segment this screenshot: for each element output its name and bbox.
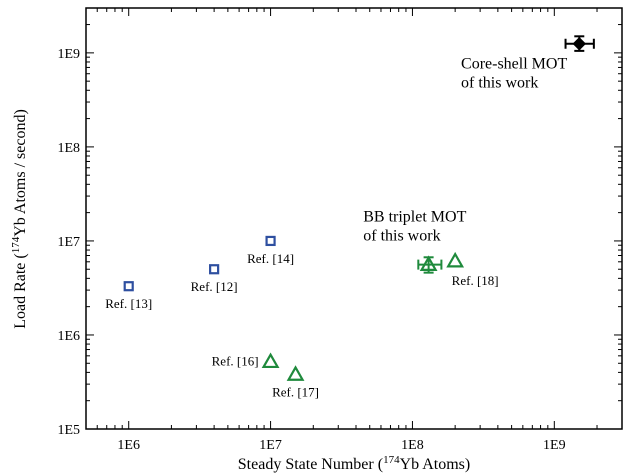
- annotation: BB triplet MOT of this work: [363, 209, 466, 245]
- x-tick-label: 1E8: [401, 438, 424, 453]
- tick-labels: 1E6 1E7 1E8 1E9 1E5 1E6 1E7 1E8 1E9: [57, 47, 565, 453]
- triangle-marker: [261, 352, 280, 369]
- annotation-line: BB triplet MOT: [363, 209, 466, 226]
- x-tick-label: 1E7: [259, 438, 282, 453]
- y-tick-label: 1E9: [57, 47, 80, 62]
- point-label: Ref. [14]: [247, 251, 294, 266]
- annotation-line: of this work: [461, 75, 538, 92]
- annotation-line: of this work: [363, 228, 440, 245]
- y-tick-label: 1E5: [57, 423, 80, 438]
- square-marker: [123, 281, 134, 292]
- y-tick-label: 1E8: [57, 141, 80, 156]
- square-marker: [265, 235, 276, 247]
- y-tick-label: 1E6: [57, 329, 80, 344]
- annotation-line: Core-shell MOT: [461, 56, 567, 73]
- triangle-marker: [286, 365, 305, 381]
- x-tick-label: 1E6: [117, 438, 140, 453]
- triangle-marker: [446, 251, 465, 268]
- y-axis-label: Load Rate (174Yb Atoms / second): [10, 109, 29, 329]
- point-label: Ref. [16]: [212, 354, 259, 369]
- x-axis-label: Steady State Number (174Yb Atoms): [238, 454, 470, 473]
- annotation: Core-shell MOT of this work: [461, 56, 567, 92]
- point-label: Ref. [12]: [191, 279, 238, 294]
- data-marks: [123, 35, 595, 381]
- point-label: Ref. [13]: [105, 296, 152, 311]
- point-label: Ref. [18]: [452, 273, 499, 288]
- core-shell-mot-marker: [572, 37, 587, 51]
- y-tick-label: 1E7: [57, 235, 80, 250]
- point-labels: Ref. [13] Ref. [12] Ref. [14] Ref. [16] Ref.…: [105, 251, 498, 400]
- plot-frame: [85, 7, 623, 430]
- x-tick-label: 1E9: [543, 438, 566, 453]
- axis-ticks: [85, 7, 623, 430]
- square-marker: [209, 264, 220, 275]
- point-label: Ref. [17]: [272, 384, 319, 399]
- bb-triplet-mot-marker: [419, 255, 438, 271]
